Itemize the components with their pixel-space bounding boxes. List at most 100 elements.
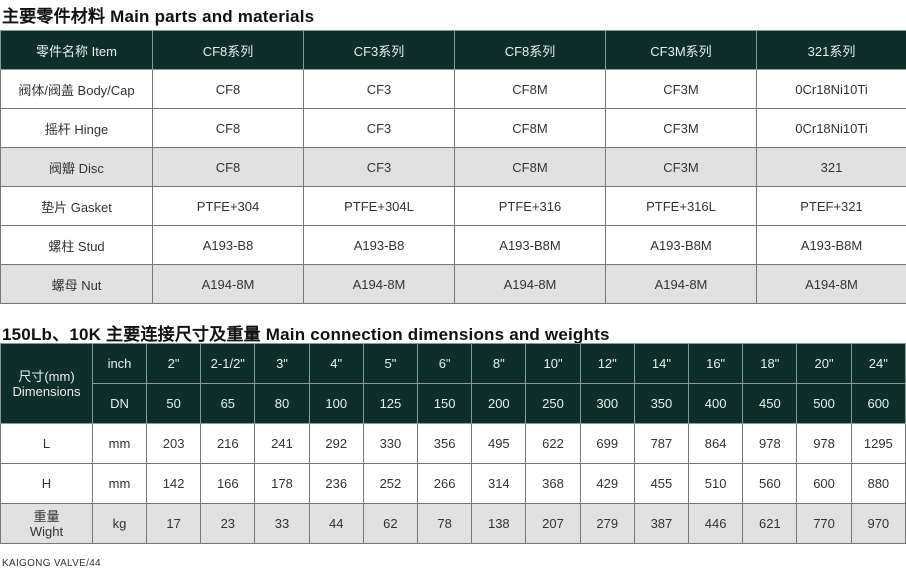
row-label: L	[0, 423, 93, 464]
unit-cell: mm	[92, 423, 147, 464]
value-cell: 864	[688, 423, 744, 464]
dn-size: 65	[200, 383, 256, 424]
value-cell: 978	[742, 423, 798, 464]
material-cell: A193-B8M	[756, 225, 906, 265]
table-row: 阀体/阀盖 Body/Cap CF8 CF3 CF8M CF3M 0Cr18Ni10Ti	[0, 69, 906, 109]
materials-table: 零件名称 Item CF8系列 CF3系列 CF8系列 CF3M系列 321系列 阀体/阀盖…	[0, 30, 906, 304]
part-name: 阀瓣 Disc	[0, 147, 153, 187]
column-header: CF3M系列	[605, 30, 757, 70]
dimensions-row-header: 尺寸(mm) Dimensions	[0, 343, 93, 424]
dn-size: 450	[742, 383, 798, 424]
column-header: 321系列	[756, 30, 906, 70]
dn-size: 350	[633, 383, 690, 424]
value-cell: 44	[308, 503, 364, 544]
material-cell: PTEF+321	[756, 186, 906, 226]
inch-size: 4"	[308, 343, 364, 384]
value-cell: 600	[796, 463, 852, 504]
part-name: 摇杆 Hinge	[0, 108, 153, 148]
dn-size: 250	[525, 383, 581, 424]
material-cell: PTFE+304	[152, 186, 304, 226]
part-name: 阀体/阀盖 Body/Cap	[0, 69, 153, 109]
inch-size: 5"	[362, 343, 419, 384]
dn-size: 400	[688, 383, 744, 424]
inch-size: 8"	[471, 343, 527, 384]
material-cell: CF3M	[605, 108, 757, 148]
material-cell: A193-B8M	[605, 225, 757, 265]
value-cell: 207	[525, 503, 581, 544]
value-cell: 1295	[850, 423, 906, 464]
value-cell: 455	[633, 463, 690, 504]
dn-row: DN 50 65 80 100 125 150 200 250 300 350 400 450 500 60…	[1, 383, 906, 424]
material-cell: PTFE+304L	[303, 186, 455, 226]
column-header: CF8系列	[152, 30, 304, 70]
value-cell: 787	[633, 423, 690, 464]
material-cell: PTFE+316	[454, 186, 606, 226]
value-cell: 387	[633, 503, 690, 544]
inch-size: 24"	[850, 343, 906, 384]
material-cell: CF3M	[605, 147, 757, 187]
value-cell: 178	[254, 463, 310, 504]
dimensions-label-cn: 尺寸(mm)	[18, 368, 75, 384]
material-cell: CF8M	[454, 147, 606, 187]
value-cell: 330	[362, 423, 419, 464]
value-cell: 314	[471, 463, 527, 504]
inch-size: 12"	[579, 343, 635, 384]
value-cell: 23	[200, 503, 256, 544]
dimensions-label-en: Dimensions	[12, 383, 81, 399]
value-cell: 138	[471, 503, 527, 544]
column-header: 零件名称 Item	[0, 30, 153, 70]
material-cell: CF8M	[454, 69, 606, 109]
value-cell: 510	[688, 463, 744, 504]
material-cell: A193-B8M	[454, 225, 606, 265]
part-name: 垫片 Gasket	[0, 186, 153, 226]
column-header: CF8系列	[454, 30, 606, 70]
inch-size: 18"	[742, 343, 798, 384]
dn-size: 80	[254, 383, 310, 424]
part-name: 螺母 Nut	[0, 264, 153, 304]
material-cell: PTFE+316L	[605, 186, 757, 226]
dn-size: 150	[417, 383, 473, 424]
value-cell: 292	[308, 423, 364, 464]
dimensions-title: 150Lb、10K 主要连接尺寸及重量 Main connection dime…	[2, 325, 610, 344]
column-header: CF3系列	[303, 30, 455, 70]
material-cell: 0Cr18Ni10Ti	[756, 69, 906, 109]
value-cell: 241	[254, 423, 310, 464]
value-cell: 203	[145, 423, 202, 464]
material-cell: A194-8M	[756, 264, 906, 304]
inch-size: 2-1/2"	[200, 343, 256, 384]
value-cell: 560	[742, 463, 798, 504]
material-cell: CF3	[303, 69, 455, 109]
material-cell: A194-8M	[152, 264, 304, 304]
material-cell: A193-B8	[303, 225, 455, 265]
material-cell: CF8M	[454, 108, 606, 148]
value-cell: 622	[525, 423, 581, 464]
dn-size: 500	[796, 383, 852, 424]
value-cell: 495	[471, 423, 527, 464]
material-cell: A193-B8	[152, 225, 304, 265]
materials-title: 主要零件材料 Main parts and materials	[2, 7, 315, 26]
value-cell: 236	[308, 463, 364, 504]
row-label: H	[0, 463, 93, 504]
dn-size: 600	[850, 383, 906, 424]
value-cell: 166	[200, 463, 256, 504]
value-cell: 142	[145, 463, 202, 504]
inch-row: 尺寸(mm) Dimensions inch 2" 2-1/2" 3" 4" 5" 6" 8" 10…	[0, 343, 906, 424]
dn-size: 300	[579, 383, 635, 424]
table-row: 垫片 Gasket PTFE+304 PTFE+304L PTFE+316 PTFE+3…	[0, 186, 906, 226]
dn-size: 50	[145, 383, 202, 424]
material-cell: CF8	[152, 69, 304, 109]
dn-size: 200	[471, 383, 527, 424]
value-cell: 446	[688, 503, 744, 544]
value-cell: 252	[362, 463, 419, 504]
material-cell: CF3M	[605, 69, 757, 109]
value-cell: 368	[525, 463, 581, 504]
unit-cell: mm	[92, 463, 147, 504]
table-row: 阀瓣 Disc CF8 CF3 CF8M CF3M 321	[0, 147, 906, 187]
inch-label: inch	[92, 343, 147, 384]
material-cell: CF3	[303, 108, 455, 148]
material-cell: CF8	[152, 108, 304, 148]
value-cell: 356	[417, 423, 473, 464]
value-cell: 621	[742, 503, 798, 544]
material-cell: A194-8M	[605, 264, 757, 304]
value-cell: 880	[850, 463, 906, 504]
